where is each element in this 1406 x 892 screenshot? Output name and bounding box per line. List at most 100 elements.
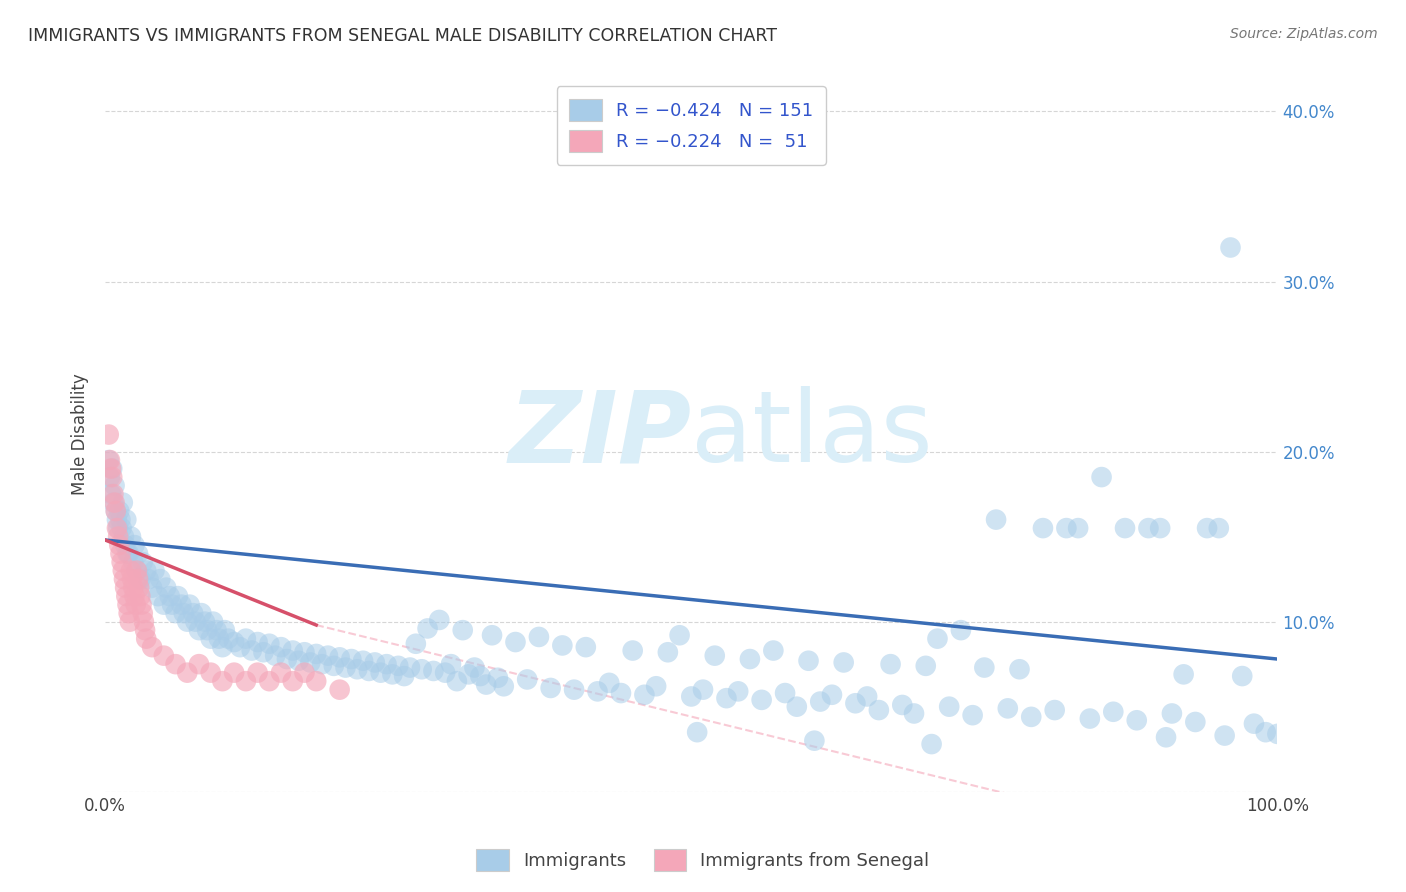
Point	[844, 696, 866, 710]
Point	[311, 657, 333, 672]
Point	[716, 691, 738, 706]
Point	[134, 623, 156, 637]
Point	[562, 682, 585, 697]
Point	[434, 665, 457, 680]
Point	[235, 674, 257, 689]
Point	[621, 643, 644, 657]
Point	[352, 654, 374, 668]
Point	[173, 606, 195, 620]
Point	[224, 665, 246, 680]
Point	[153, 598, 176, 612]
Point	[160, 598, 183, 612]
Point	[786, 699, 808, 714]
Point	[686, 725, 709, 739]
Point	[118, 547, 141, 561]
Point	[440, 657, 463, 672]
Point	[246, 665, 269, 680]
Point	[832, 656, 855, 670]
Point	[1090, 470, 1112, 484]
Point	[270, 665, 292, 680]
Point	[176, 665, 198, 680]
Point	[938, 699, 960, 714]
Point	[122, 555, 145, 569]
Point	[98, 453, 121, 467]
Point	[762, 643, 785, 657]
Point	[1184, 714, 1206, 729]
Point	[305, 674, 328, 689]
Point	[1208, 521, 1230, 535]
Legend: Immigrants, Immigrants from Senegal: Immigrants, Immigrants from Senegal	[470, 842, 936, 879]
Point	[98, 470, 121, 484]
Point	[125, 564, 148, 578]
Point	[340, 652, 363, 666]
Point	[117, 547, 139, 561]
Point	[224, 635, 246, 649]
Point	[240, 643, 263, 657]
Point	[921, 737, 943, 751]
Point	[492, 679, 515, 693]
Point	[540, 681, 562, 695]
Point	[411, 662, 433, 676]
Point	[159, 589, 181, 603]
Point	[1254, 725, 1277, 739]
Point	[143, 564, 166, 578]
Point	[117, 598, 139, 612]
Point	[141, 640, 163, 655]
Point	[375, 657, 398, 672]
Point	[427, 613, 450, 627]
Point	[1173, 667, 1195, 681]
Point	[1232, 669, 1254, 683]
Point	[668, 628, 690, 642]
Point	[516, 673, 538, 687]
Point	[135, 632, 157, 646]
Point	[551, 639, 574, 653]
Point	[122, 581, 145, 595]
Point	[111, 495, 134, 509]
Point	[316, 648, 339, 663]
Point	[202, 615, 225, 629]
Point	[105, 513, 128, 527]
Point	[803, 733, 825, 747]
Point	[329, 650, 352, 665]
Point	[1043, 703, 1066, 717]
Point	[217, 632, 239, 646]
Point	[294, 665, 316, 680]
Point	[190, 606, 212, 620]
Point	[475, 677, 498, 691]
Point	[100, 461, 122, 475]
Point	[97, 453, 120, 467]
Point	[111, 555, 134, 569]
Point	[132, 606, 155, 620]
Point	[392, 669, 415, 683]
Point	[124, 538, 146, 552]
Point	[188, 623, 211, 637]
Point	[107, 521, 129, 535]
Point	[903, 706, 925, 721]
Point	[281, 643, 304, 657]
Point	[129, 572, 152, 586]
Point	[104, 504, 127, 518]
Point	[200, 632, 222, 646]
Point	[797, 654, 820, 668]
Point	[1067, 521, 1090, 535]
Point	[364, 656, 387, 670]
Point	[335, 660, 357, 674]
Point	[131, 598, 153, 612]
Point	[105, 521, 128, 535]
Point	[104, 478, 127, 492]
Point	[179, 598, 201, 612]
Y-axis label: Male Disability: Male Disability	[72, 374, 89, 495]
Point	[138, 572, 160, 586]
Point	[1161, 706, 1184, 721]
Point	[246, 635, 269, 649]
Point	[235, 632, 257, 646]
Point	[146, 589, 169, 603]
Point	[110, 513, 132, 527]
Point	[329, 682, 352, 697]
Text: atlas: atlas	[692, 386, 934, 483]
Point	[927, 632, 949, 646]
Point	[1154, 731, 1177, 745]
Point	[997, 701, 1019, 715]
Point	[1019, 710, 1042, 724]
Point	[112, 572, 135, 586]
